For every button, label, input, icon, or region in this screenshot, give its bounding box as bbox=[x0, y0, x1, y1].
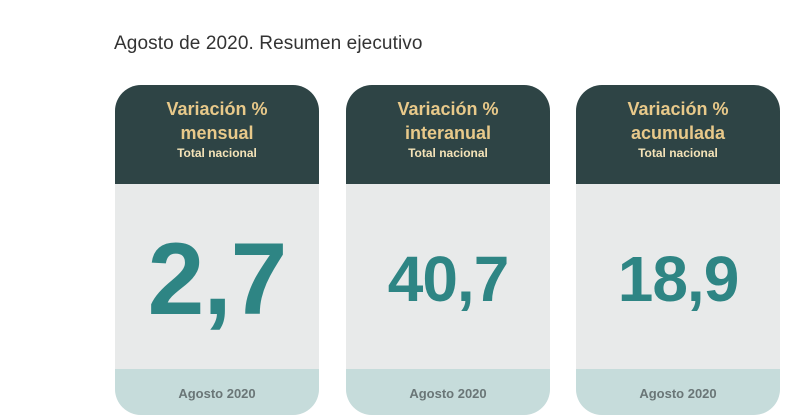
card-header-line2: acumulada bbox=[630, 123, 726, 143]
card-header-subtitle: Total nacional bbox=[408, 146, 488, 160]
card-header: Variación % mensual Total nacional bbox=[115, 85, 319, 184]
card-header-line2: interanual bbox=[404, 123, 492, 143]
card-footer: Agosto 2020 bbox=[346, 369, 550, 415]
card-header: Variación % acumulada Total nacional bbox=[576, 85, 780, 184]
card-interannual-variation: Variación % interanual Total nacional 40… bbox=[346, 85, 550, 415]
card-header-subtitle: Total nacional bbox=[177, 146, 257, 160]
card-footer: Agosto 2020 bbox=[576, 369, 780, 415]
card-header-line1: Variación % bbox=[166, 99, 268, 119]
card-value-area: 18,9 bbox=[576, 184, 780, 369]
card-cumulative-variation: Variación % acumulada Total nacional 18,… bbox=[576, 85, 780, 415]
card-value: 2,7 bbox=[147, 222, 288, 336]
card-header-line1: Variación % bbox=[627, 99, 729, 119]
card-header: Variación % interanual Total nacional bbox=[346, 85, 550, 184]
card-header-subtitle: Total nacional bbox=[638, 146, 718, 160]
card-footer: Agosto 2020 bbox=[115, 369, 319, 415]
card-header-line2: mensual bbox=[180, 123, 254, 143]
card-footer-label: Agosto 2020 bbox=[409, 385, 487, 401]
card-value-area: 2,7 bbox=[115, 184, 319, 369]
card-value: 40,7 bbox=[387, 242, 510, 315]
card-footer-label: Agosto 2020 bbox=[639, 385, 717, 401]
card-monthly-variation: Variación % mensual Total nacional 2,7 A… bbox=[115, 85, 319, 415]
card-value-area: 40,7 bbox=[346, 184, 550, 369]
card-footer-label: Agosto 2020 bbox=[178, 385, 256, 401]
card-header-line1: Variación % bbox=[397, 99, 499, 119]
page-title: Agosto de 2020. Resumen ejecutivo bbox=[114, 33, 423, 54]
card-value: 18,9 bbox=[617, 242, 740, 315]
